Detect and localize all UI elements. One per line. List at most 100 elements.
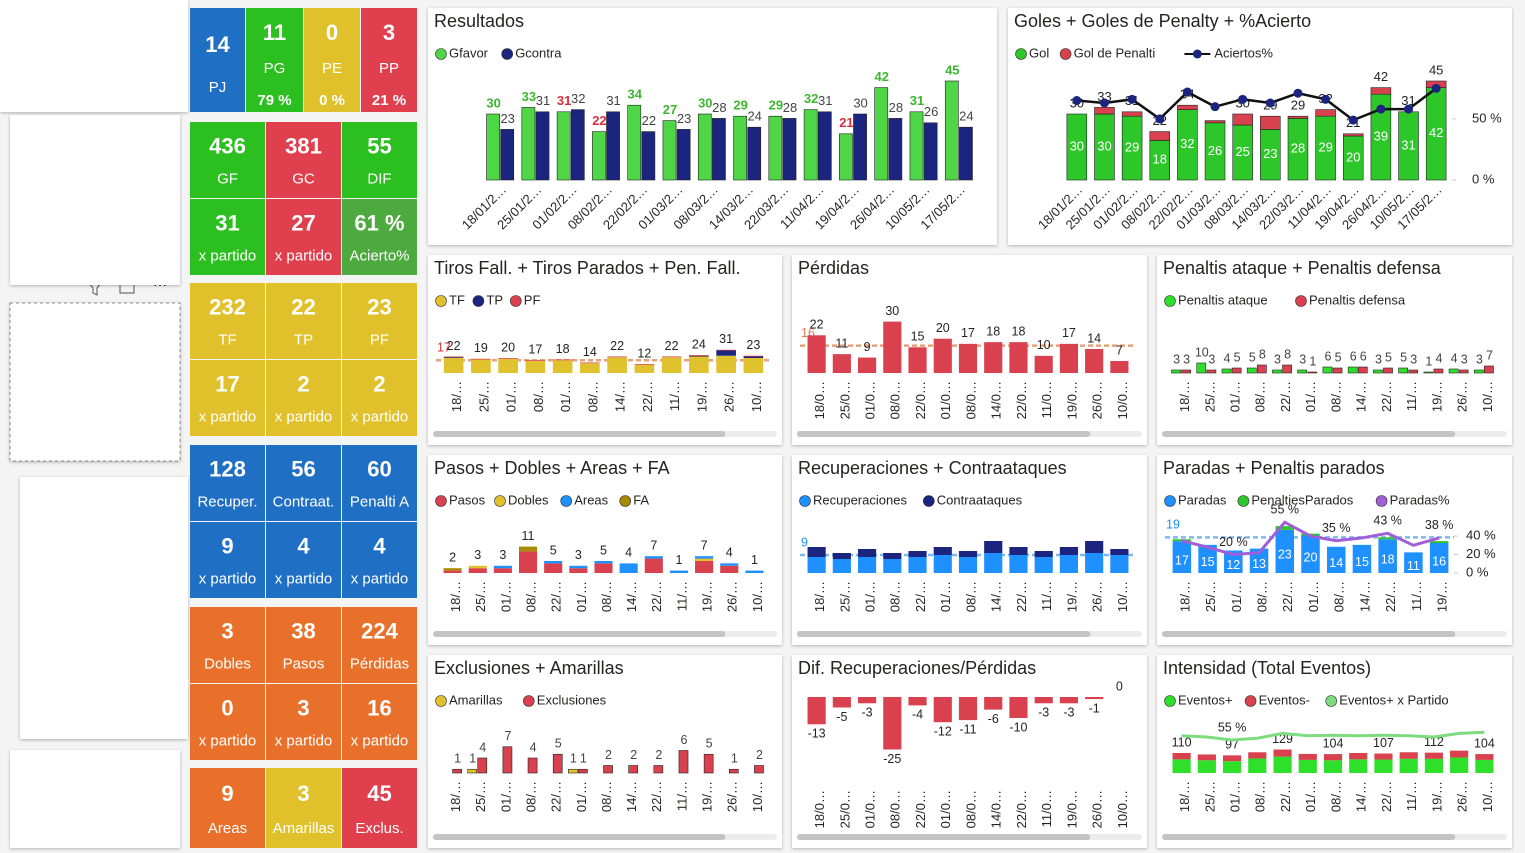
scrollbar[interactable] bbox=[433, 631, 726, 637]
data-label: 20 bbox=[936, 321, 950, 335]
legend-label[interactable]: Pasos bbox=[449, 492, 486, 507]
legend-label[interactable]: Exclusiones bbox=[537, 692, 607, 707]
legend-label[interactable]: FA bbox=[633, 492, 649, 507]
legend-label[interactable]: Penaltis ataque bbox=[1178, 292, 1268, 307]
bar bbox=[743, 355, 764, 357]
legend-label[interactable]: Paradas bbox=[1178, 492, 1227, 507]
bar bbox=[1121, 111, 1143, 117]
bar bbox=[1398, 367, 1408, 374]
legend-label[interactable]: Gfavor bbox=[449, 45, 489, 60]
legend-label[interactable]: PF bbox=[524, 292, 541, 307]
x-tick-label: 18/… bbox=[812, 581, 827, 612]
scrollbar[interactable] bbox=[797, 431, 1091, 437]
x-tick-label: 01/… bbox=[574, 781, 589, 812]
scrollbar[interactable] bbox=[797, 631, 1091, 637]
x-tick-label: 08/… bbox=[1253, 381, 1268, 412]
bar bbox=[592, 131, 606, 181]
data-label: 32 bbox=[804, 91, 818, 106]
bar bbox=[1085, 541, 1104, 553]
total-label: 1 bbox=[751, 553, 758, 567]
bar bbox=[1198, 544, 1217, 573]
card-background bbox=[266, 199, 341, 275]
x-tick-label: 08/… bbox=[1328, 781, 1343, 812]
bar bbox=[1059, 547, 1079, 555]
x-tick-label: 14/… bbox=[1354, 781, 1369, 812]
line-marker bbox=[1265, 98, 1275, 108]
total-label: 110 bbox=[1172, 735, 1192, 749]
bar bbox=[498, 358, 518, 373]
data-label: 29 bbox=[1318, 140, 1332, 155]
bar bbox=[1323, 754, 1343, 761]
x-tick-label: 19/… bbox=[1064, 581, 1079, 612]
data-label: 6 bbox=[1324, 349, 1331, 363]
bar bbox=[619, 563, 638, 573]
line-marker bbox=[1182, 87, 1192, 97]
legend-label[interactable]: Gol bbox=[1029, 45, 1049, 60]
card-label: x partido bbox=[199, 571, 257, 588]
chart-title: Tiros Fall. + Tiros Parados + Pen. Fall. bbox=[434, 258, 740, 278]
legend-label[interactable]: Gcontra bbox=[515, 45, 562, 60]
data-label: 45 bbox=[945, 62, 959, 77]
bar bbox=[888, 118, 903, 181]
kpi-card: 22 TP bbox=[266, 283, 341, 359]
chart-title: Exclusiones + Amarillas bbox=[434, 658, 624, 678]
legend-label[interactable]: Dobles bbox=[508, 492, 549, 507]
legend-label[interactable]: Eventos- bbox=[1259, 692, 1310, 707]
legend-label[interactable]: Aciertos% bbox=[1214, 45, 1273, 60]
data-label: 3 bbox=[1299, 352, 1306, 366]
legend-marker bbox=[799, 495, 811, 507]
bar bbox=[1429, 543, 1449, 573]
card-label: TP bbox=[294, 332, 313, 349]
legend-label[interactable]: TF bbox=[449, 292, 465, 307]
card-label: Acierto% bbox=[349, 248, 409, 265]
bar bbox=[1172, 539, 1192, 542]
legend-label[interactable]: Contraataques bbox=[937, 492, 1023, 507]
y2-tick-label: 50 % bbox=[1472, 110, 1502, 125]
x-tick-label: 26/0… bbox=[1090, 790, 1105, 828]
scrollbar[interactable] bbox=[1162, 834, 1456, 840]
scrollbar[interactable] bbox=[433, 431, 726, 437]
kpi-card: 3 PP 21 % bbox=[361, 8, 417, 112]
legend-label[interactable]: Amarillas bbox=[449, 692, 503, 707]
scrollbar[interactable] bbox=[1162, 431, 1456, 437]
bar bbox=[958, 343, 978, 373]
bar bbox=[1352, 544, 1372, 573]
legend-label[interactable]: TP bbox=[486, 292, 503, 307]
legend-label[interactable]: Gol de Penalti bbox=[1074, 45, 1156, 60]
bar bbox=[552, 753, 563, 774]
card-background bbox=[190, 684, 265, 760]
legend-label[interactable]: PenaltiesParados bbox=[1251, 492, 1353, 507]
kpi-card: 11 PG 79 % bbox=[246, 8, 303, 112]
line-marker bbox=[1099, 98, 1109, 108]
x-tick-label: 14/… bbox=[624, 781, 639, 812]
legend-label[interactable]: Paradas% bbox=[1390, 492, 1450, 507]
data-label: 34 bbox=[627, 87, 642, 102]
legend-label[interactable]: Penaltis defensa bbox=[1309, 292, 1406, 307]
legend-label[interactable]: Areas bbox=[574, 492, 608, 507]
bar bbox=[1094, 107, 1115, 115]
bar bbox=[1287, 115, 1309, 119]
card-label: DIF bbox=[367, 171, 391, 188]
bar bbox=[1260, 115, 1281, 130]
legend-label[interactable]: Eventos+ bbox=[1178, 692, 1233, 707]
card-background bbox=[190, 445, 265, 521]
bar bbox=[1282, 364, 1292, 374]
legend-label[interactable]: Eventos+ x Partido bbox=[1339, 692, 1448, 707]
x-tick-label: 01/0… bbox=[938, 381, 953, 419]
kpi-card: 16 x partido bbox=[342, 684, 417, 760]
scrollbar[interactable] bbox=[797, 834, 1091, 840]
data-label: 2 bbox=[605, 748, 612, 762]
bar bbox=[689, 356, 709, 373]
card-background bbox=[266, 445, 341, 521]
bar bbox=[471, 359, 491, 373]
kpi-card: 3 Dobles bbox=[190, 607, 265, 683]
total-label: 29 bbox=[1291, 98, 1305, 113]
legend-label[interactable]: Recuperaciones bbox=[813, 492, 907, 507]
bar bbox=[1181, 369, 1192, 374]
data-label: 24 bbox=[959, 109, 973, 124]
scrollbar[interactable] bbox=[1162, 631, 1456, 637]
x-tick-label: 01/… bbox=[1306, 581, 1321, 612]
scrollbar[interactable] bbox=[433, 834, 726, 840]
bar bbox=[1275, 529, 1295, 573]
line-marker bbox=[1293, 88, 1303, 98]
